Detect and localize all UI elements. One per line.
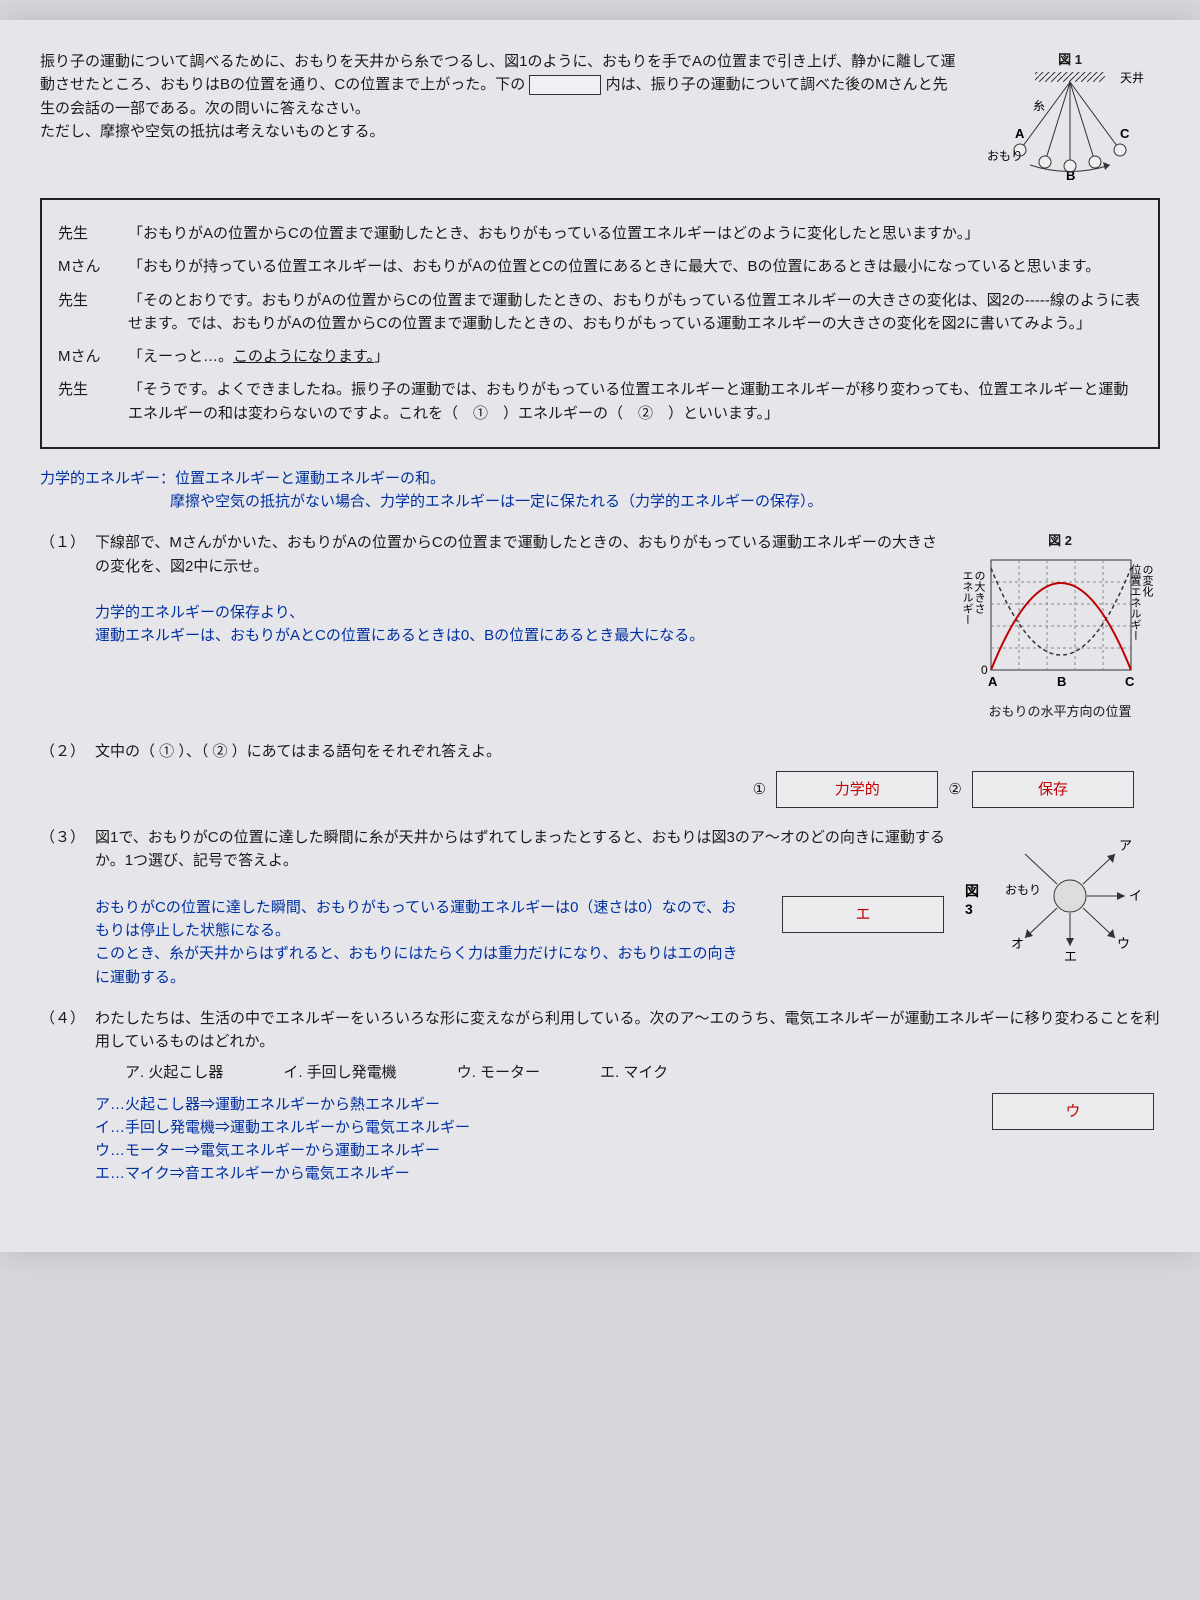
svg-text:図: 図	[965, 883, 979, 899]
intro-part2: ただし、摩擦や空気の抵抗は考えないものとする。	[40, 123, 385, 140]
figure-2: 図 2 0 A B C エネルギー	[960, 531, 1160, 721]
opt-i: イ. 手回し発電機	[283, 1061, 396, 1084]
q4-num: （４）	[40, 1007, 95, 1186]
fig2-svg: 0 A B C エネルギー の大きさ 位置エネルギー の変化	[963, 552, 1158, 702]
opt-u: ウ. モーター	[457, 1061, 540, 1084]
svg-text:イ: イ	[1129, 888, 1142, 903]
svg-text:おもり: おもり	[987, 149, 1023, 163]
line: イ…手回し発電機⇒運動エネルギーから電気エネルギー	[95, 1116, 956, 1139]
svg-text:C: C	[1125, 674, 1135, 689]
q4-text: わたしたちは、生活の中でエネルギーをいろいろな形に変えながら利用している。次のア…	[95, 1007, 1160, 1054]
speaker: 先生	[58, 378, 128, 425]
blue-note: 力学的エネルギー：位置エネルギーと運動エネルギーの和。 摩擦や空気の抵抗がない場…	[40, 467, 1160, 514]
dialogue-text: 「えーっと…。このようになります。」	[128, 345, 1142, 368]
blank-box	[529, 75, 601, 95]
svg-text:ウ: ウ	[1117, 936, 1130, 951]
q2-answers: ① 力学的 ② 保存	[40, 771, 1140, 808]
q4-blue: ア…火起こし器⇒運動エネルギーから熱エネルギー イ…手回し発電機⇒運動エネルギー…	[95, 1093, 956, 1186]
svg-text:おもり: おもり	[1005, 883, 1041, 897]
q3-blue: おもりがCの位置に達した瞬間、おもりがもっている運動エネルギーは0（速さは0）な…	[95, 896, 746, 989]
speaker: Mさん	[58, 255, 128, 278]
line: ア…火起こし器⇒運動エネルギーから熱エネルギー	[95, 1093, 956, 1116]
svg-text:A: A	[1015, 126, 1025, 141]
svg-text:オ: オ	[1011, 936, 1024, 951]
figure-3: 図 3 おもり ア イ ウ エ オ	[960, 826, 1160, 966]
q2-body: 文中の（ ① ）、（ ② ）にあてはまる語句をそれぞれ答えよ。	[95, 740, 1160, 763]
svg-text:B: B	[1057, 674, 1066, 689]
svg-text:エネルギー: エネルギー	[963, 570, 974, 625]
fig2-title: 図 2	[960, 531, 1160, 551]
question-2: （２） 文中の（ ① ）、（ ② ）にあてはまる語句をそれぞれ答えよ。	[40, 740, 1160, 763]
question-3: （３） 図 3 おもり ア イ ウ エ オ	[40, 826, 1160, 989]
svg-text:0: 0	[981, 663, 988, 677]
q1-body: 図 2 0 A B C エネルギー	[95, 531, 1160, 721]
opt-e: エ. マイク	[600, 1061, 668, 1084]
fig1-svg: 天井 糸 おもり A B C	[985, 70, 1155, 180]
q1-num: （１）	[40, 531, 95, 721]
fig2-xlabel: おもりの水平方向の位置	[960, 702, 1160, 722]
intro-text: 振り子の運動について調べるために、おもりを天井から糸でつるし、図1のように、おも…	[40, 50, 960, 180]
bn1: 力学的エネルギー：位置エネルギーと運動エネルギーの和。	[40, 467, 1160, 490]
underlined-text: このようになります。	[233, 348, 374, 365]
answer-box: 力学的	[776, 771, 938, 808]
speaker: 先生	[58, 222, 128, 245]
dialogue-box: 先生「おもりがAの位置からCの位置まで運動したとき、おもりがもっている位置エネル…	[40, 198, 1160, 449]
q2-label2: ②	[948, 781, 961, 798]
svg-text:の大きさ: の大きさ	[973, 570, 986, 614]
text: 「えーっと…。	[128, 348, 233, 365]
answer-box: 保存	[972, 771, 1134, 808]
opt-a: ア. 火起こし器	[125, 1061, 223, 1084]
bn2: 摩擦や空気の抵抗がない場合、力学的エネルギーは一定に保たれる（力学的エネルギーの…	[40, 490, 1160, 513]
fig3-svg: 図 3 おもり ア イ ウ エ オ	[965, 826, 1155, 966]
svg-text:3: 3	[965, 901, 973, 917]
answer-box: エ	[782, 896, 944, 933]
q4-options: ア. 火起こし器 イ. 手回し発電機 ウ. モーター エ. マイク	[125, 1061, 1160, 1084]
dialogue-text: 「おもりがAの位置からCの位置まで運動したとき、おもりがもっている位置エネルギー…	[128, 222, 1142, 245]
svg-text:エ: エ	[1064, 949, 1077, 964]
svg-text:B: B	[1066, 168, 1075, 180]
question-4: （４） わたしたちは、生活の中でエネルギーをいろいろな形に変えながら利用している…	[40, 1007, 1160, 1186]
text: 」	[374, 348, 389, 365]
fig1-title: 図 1	[980, 50, 1160, 70]
line: ウ…モーター⇒電気エネルギーから運動エネルギー	[95, 1139, 956, 1162]
svg-text:C: C	[1120, 126, 1130, 141]
worksheet-page: 振り子の運動について調べるために、おもりを天井から糸でつるし、図1のように、おも…	[0, 20, 1200, 1252]
svg-text:の変化: の変化	[1141, 564, 1154, 598]
intro-row: 振り子の運動について調べるために、おもりを天井から糸でつるし、図1のように、おも…	[40, 50, 1160, 180]
svg-text:位置エネルギー: 位置エネルギー	[1129, 562, 1142, 640]
line: エ…マイク⇒音エネルギーから電気エネルギー	[95, 1162, 956, 1185]
answer-box: ウ	[992, 1093, 1154, 1130]
figure-1: 図 1 天井 糸 おもり A B C	[980, 50, 1160, 180]
q3-body: 図 3 おもり ア イ ウ エ オ 図1で、おもりがCの位置に	[95, 826, 1160, 989]
speaker: Mさん	[58, 345, 128, 368]
svg-text:糸: 糸	[1033, 99, 1045, 113]
q2-label1: ①	[753, 781, 766, 798]
svg-text:天井: 天井	[1120, 71, 1144, 85]
dialogue-text: 「おもりが持っている位置エネルギーは、おもりがAの位置とCの位置にあるときに最大…	[128, 255, 1142, 278]
q4-body: わたしたちは、生活の中でエネルギーをいろいろな形に変えながら利用している。次のア…	[95, 1007, 1160, 1186]
svg-text:A: A	[988, 674, 998, 689]
q3-num: （３）	[40, 826, 95, 989]
question-1: （１） 図 2 0 A B	[40, 531, 1160, 721]
dialogue-text: 「そのとおりです。おもりがAの位置からCの位置まで運動したときの、おもりがもって…	[128, 289, 1142, 336]
dialogue-text: 「そうです。よくできましたね。振り子の運動では、おもりがもっている位置エネルギー…	[128, 378, 1142, 425]
q2-num: （２）	[40, 740, 95, 763]
svg-text:ア: ア	[1119, 838, 1132, 853]
speaker: 先生	[58, 289, 128, 336]
q2-text: 文中の（ ① ）、（ ② ）にあてはまる語句をそれぞれ答えよ。	[95, 740, 1160, 763]
